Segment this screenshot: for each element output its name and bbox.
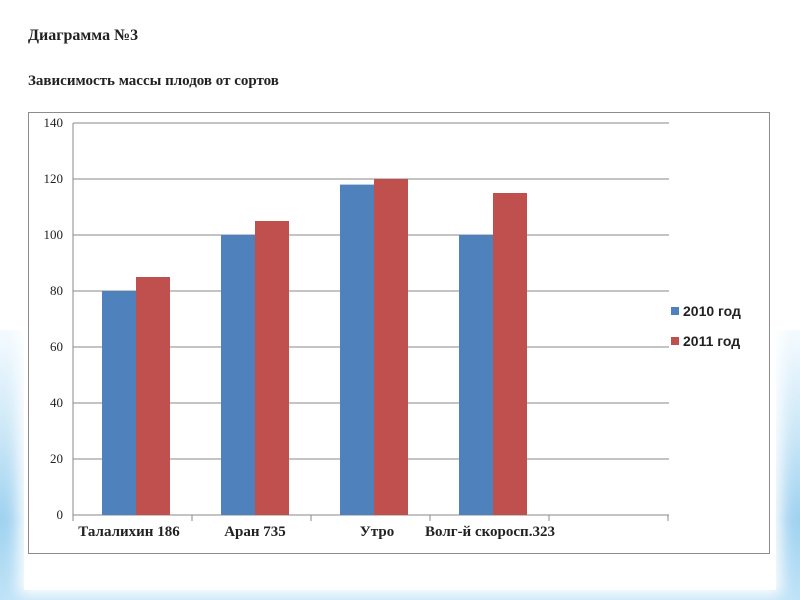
legend-swatch — [671, 337, 679, 345]
y-tick-label: 0 — [57, 507, 64, 522]
y-tick-label: 40 — [50, 395, 63, 410]
category-label: Волг-й скоросп.323 — [425, 524, 555, 540]
bar-chart: 0 20 40 60 80 100 120 140 Талалихин 186 Аран 735 У… — [44, 115, 742, 540]
y-tick-label: 100 — [44, 227, 64, 242]
bar-1-1 — [102, 291, 136, 515]
chart-frame: 0 20 40 60 80 100 120 140 Талалихин 186 Аран 735 У… — [28, 112, 770, 554]
bar-2-1 — [136, 277, 170, 515]
category-label: Аран 735 — [224, 524, 286, 540]
bar-1-2 — [221, 235, 255, 515]
y-tick-label: 120 — [44, 171, 64, 186]
category-label: Талалихин 186 — [78, 524, 180, 540]
bar-2-4 — [493, 193, 527, 515]
bar-2-2 — [255, 221, 289, 515]
page-subtitle: Зависимость массы плодов от сортов — [28, 73, 279, 89]
bar-1-3 — [340, 184, 374, 515]
y-tick-label: 20 — [50, 451, 63, 466]
page-title: Диаграмма №3 — [28, 27, 139, 44]
y-tick-label: 140 — [44, 115, 64, 130]
legend-swatch — [671, 307, 679, 315]
bar-2-3 — [374, 179, 408, 515]
legend-label: 2011 год — [683, 333, 740, 349]
bar-1-4 — [459, 235, 493, 515]
category-label: Утро — [360, 524, 394, 540]
y-tick-label: 60 — [50, 339, 63, 354]
y-tick-label: 80 — [50, 283, 63, 298]
legend-label: 2010 год — [683, 303, 741, 319]
